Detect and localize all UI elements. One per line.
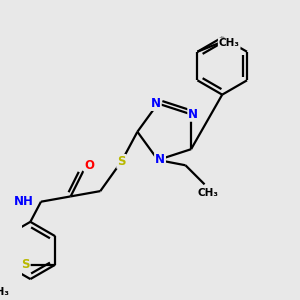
Text: CH₃: CH₃	[0, 287, 10, 297]
Text: NH: NH	[14, 195, 34, 208]
Text: O: O	[85, 159, 95, 172]
Text: CH₃: CH₃	[197, 188, 218, 198]
Text: N: N	[151, 97, 161, 110]
Text: N: N	[188, 108, 198, 121]
Text: S: S	[21, 258, 30, 271]
Text: CH₃: CH₃	[219, 38, 240, 48]
Text: S: S	[117, 155, 126, 168]
Text: N: N	[155, 154, 165, 166]
